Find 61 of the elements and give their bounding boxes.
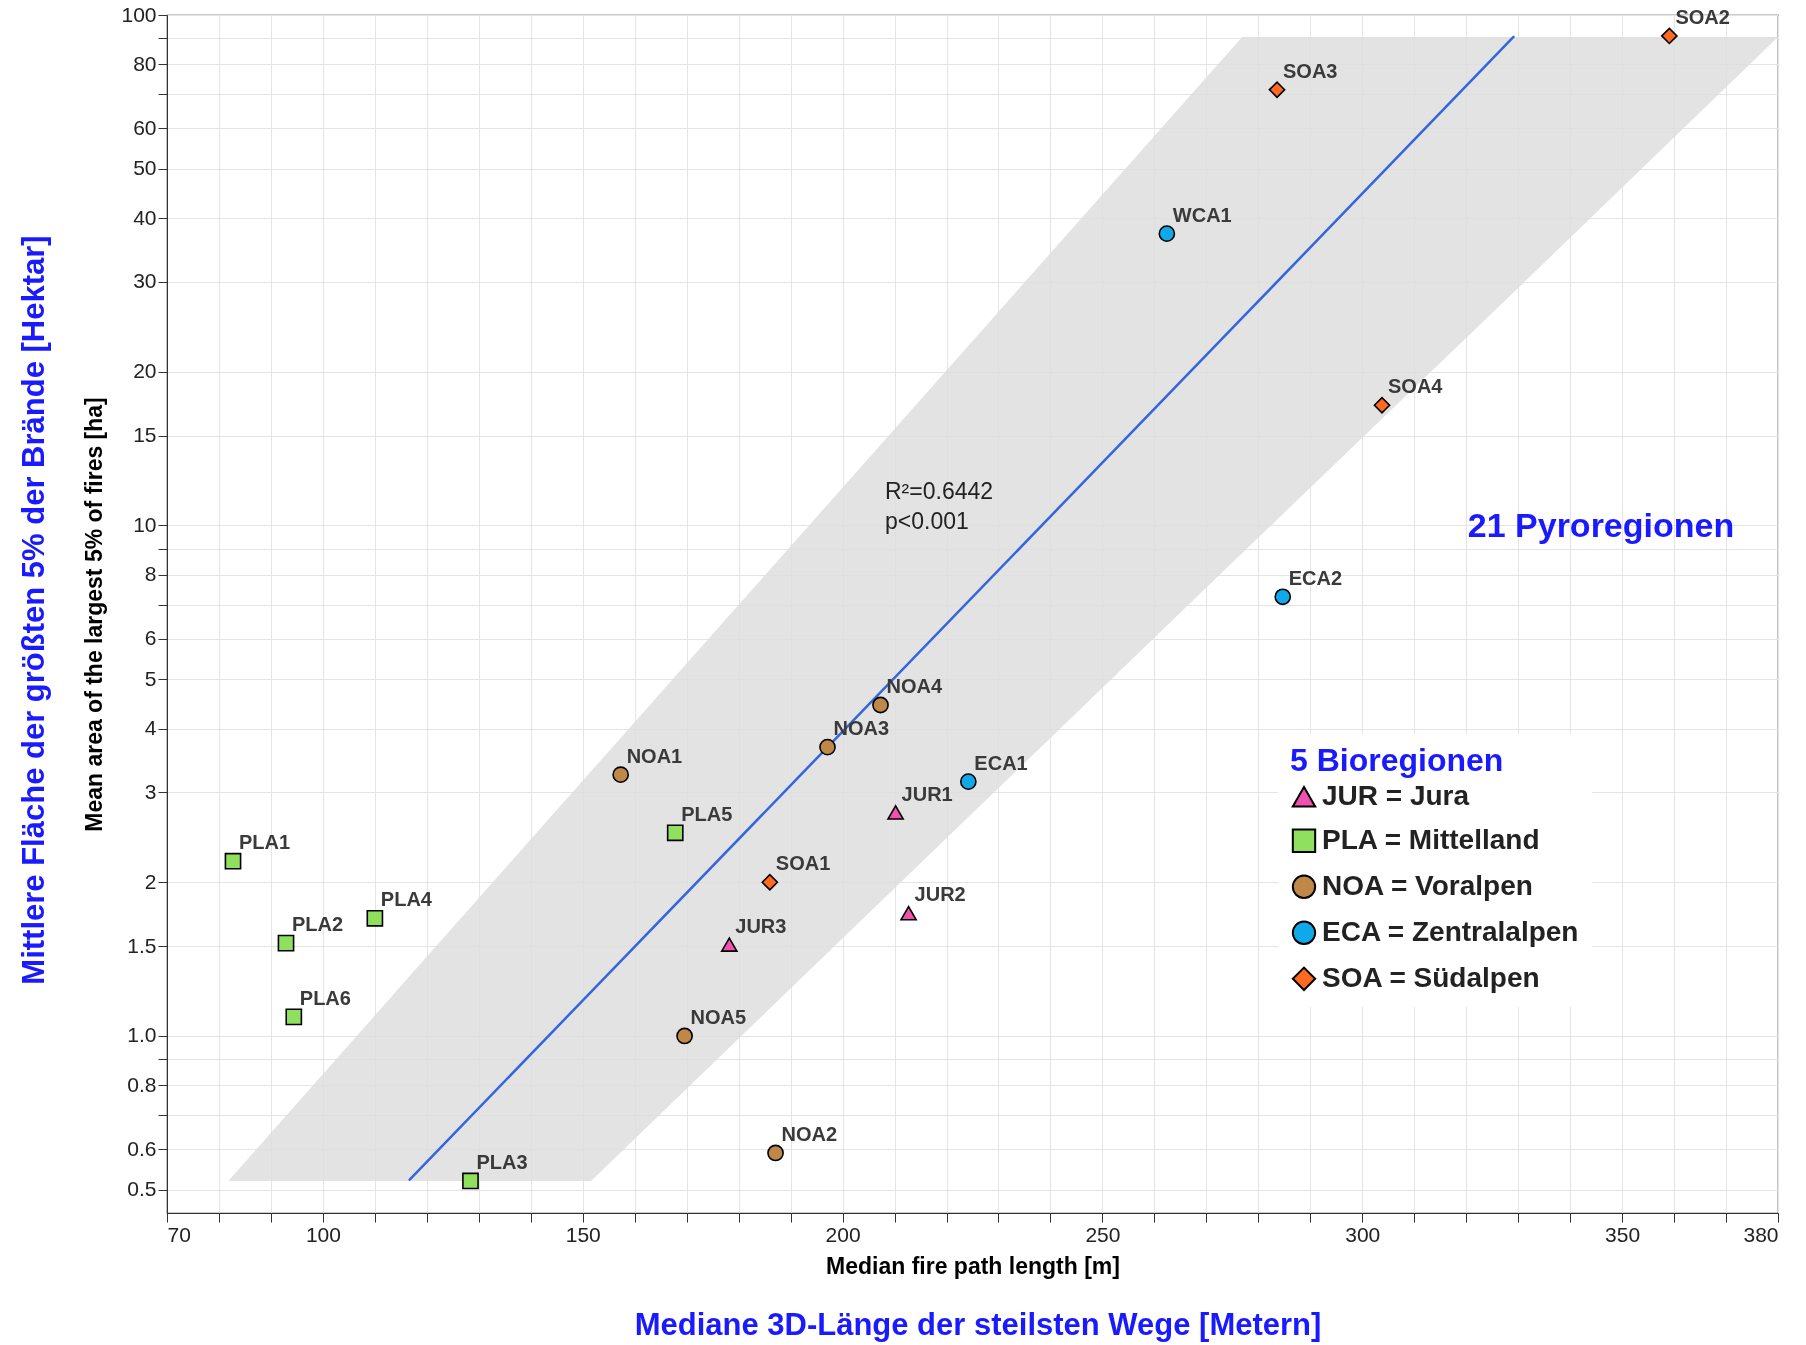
annotation: PLA5 (681, 802, 733, 825)
x-tick-label: 150 (565, 1222, 601, 1246)
x-tick-label: 300 (1345, 1222, 1381, 1246)
annotation: PLA3 (476, 1150, 528, 1173)
annotation: ECA1 (974, 751, 1028, 774)
legend-title: 5 Bioregionen (1290, 741, 1504, 778)
y-tick-label: 20 (133, 359, 157, 383)
y-tick-label: 8 (144, 562, 157, 586)
annotation: PLA4 (380, 888, 433, 911)
x-tick-label: 250 (1085, 1222, 1121, 1246)
annotation: JUR3 (735, 914, 787, 937)
y-tick-label: 30 (133, 269, 157, 293)
text: Mittlere Fläche der größten 5% der Brände [Hektar] (16, 235, 52, 985)
y-tick-label: 80 (133, 51, 157, 75)
y-tick-label: 15 (133, 423, 157, 447)
annotation: SOA1 (775, 852, 831, 875)
annotation: PLA1 (239, 831, 291, 854)
legend-label: NOA = Voralpen (1322, 869, 1533, 901)
y-tick-label: 4 (144, 716, 157, 740)
annotation: SOA3 (1283, 59, 1338, 82)
y-tick-label: 0.5 (127, 1177, 157, 1201)
annotation: NOA1 (626, 744, 683, 767)
annotation: SOA4 (1388, 375, 1444, 398)
y-tick-label: 0.6 (127, 1136, 157, 1160)
annotation: PLA6 (299, 986, 351, 1009)
text: Mediane 3D-Länge der steilsten Wege [Metern] (634, 1307, 1322, 1343)
y-tick-label: 10 (133, 512, 157, 536)
y-tick-label: 100 (121, 2, 157, 26)
annotation: NOA4 (886, 674, 943, 697)
x-tick-label: 100 (305, 1222, 341, 1246)
annotation: NOA5 (690, 1005, 747, 1028)
y-tick-label: 1.0 (127, 1023, 157, 1047)
annotation: R²=0.6442 (885, 477, 994, 505)
y-tick-label: 6 (144, 626, 157, 650)
annotation: p<0.001 (885, 507, 969, 535)
annotation: SOA2 (1675, 5, 1730, 28)
legend-label: ECA = Zentralalpen (1322, 915, 1579, 947)
x-tick-label: 70 (167, 1222, 191, 1246)
y-tick-label: 0.8 (127, 1072, 157, 1096)
annotation: PLA2 (292, 913, 344, 936)
x-tick-label: 200 (825, 1222, 861, 1246)
y-tick-label: 5 (144, 666, 157, 690)
x-tick-label: 380 (1743, 1222, 1779, 1246)
y-axis-title: Mean area of the largest 5% of fires [ha] (81, 397, 108, 832)
annotation: JUR1 (901, 782, 953, 805)
y-tick-label: 1.5 (127, 933, 157, 957)
legend-label: PLA = Mittelland (1322, 823, 1540, 855)
annotation: ECA2 (1288, 566, 1343, 589)
annotation: JUR2 (914, 883, 966, 906)
annotation: WCA1 (1172, 203, 1232, 226)
y-tick-label: 3 (144, 779, 157, 803)
annotation: NOA2 (781, 1122, 838, 1145)
y-tick-label: 2 (144, 869, 157, 893)
annotation: 21 Pyroregionen (1467, 505, 1735, 545)
legend-label: SOA = Südalpen (1322, 961, 1540, 993)
legend-label: JUR = Jura (1322, 779, 1470, 811)
y-tick-label: 50 (133, 156, 157, 180)
y-tick-label: 40 (133, 205, 157, 229)
x-tick-label: 350 (1605, 1222, 1641, 1246)
y-tick-label: 60 (133, 115, 157, 139)
x-axis-title: Median fire path length [m] (826, 1252, 1120, 1279)
